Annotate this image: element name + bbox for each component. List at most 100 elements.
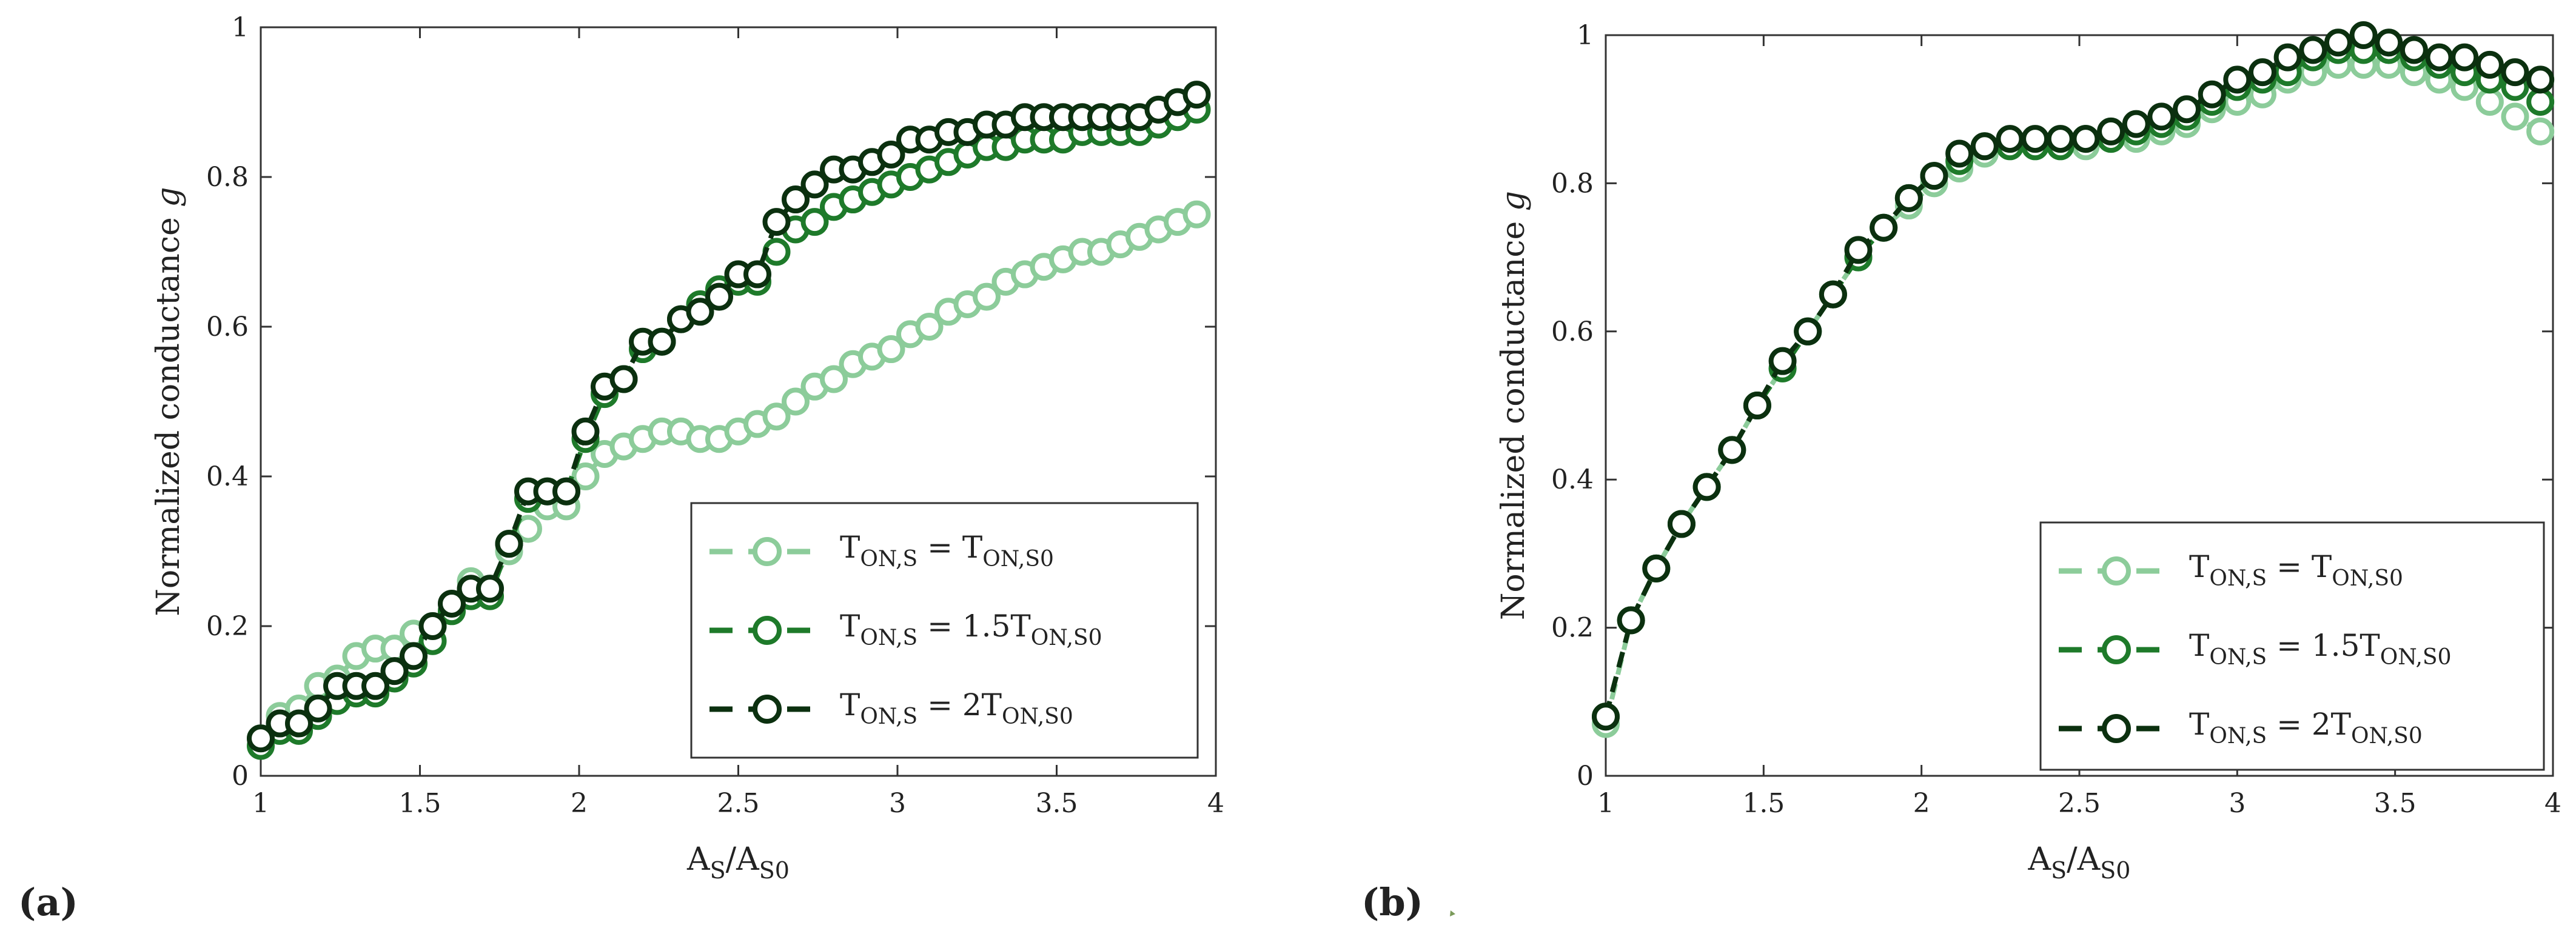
x-tick-label: 3 xyxy=(889,788,906,819)
series-3-point xyxy=(1794,317,1822,345)
legend: TON,S = TON,S0 TON,S = 1.5TON,S0 TON,S = 2… xyxy=(2039,521,2545,771)
series-3-point xyxy=(1945,139,1974,168)
y-tick-label: 0.6 xyxy=(1551,316,1594,347)
x-tick-label: 2 xyxy=(571,788,588,819)
x-tick-label: 1 xyxy=(1597,788,1614,819)
series-3-point xyxy=(609,365,638,393)
series-1-point xyxy=(762,402,791,431)
series-3-point xyxy=(418,612,447,640)
series-1-point xyxy=(2526,117,2555,145)
panel-b: 1 1.5 2 2.5 3 3.5 4 0 0.2 0.4 0.6 0.8 1 AS/AS0 Normali… xyxy=(1361,20,2561,924)
series-3-point xyxy=(2198,80,2226,108)
panel-label: (a) xyxy=(18,880,78,924)
series-3-point xyxy=(380,657,409,686)
series-3-point xyxy=(762,208,791,236)
series-2-point xyxy=(762,238,791,266)
legend-marker xyxy=(753,616,782,645)
legend-entry-1: TON,S = TON,S0 xyxy=(840,530,1054,572)
x-tick-label: 3.5 xyxy=(1036,788,1078,819)
y-tick-label: 0.2 xyxy=(206,611,249,642)
x-tick-label: 1 xyxy=(252,788,269,819)
series-3-point xyxy=(2375,28,2403,57)
series-3-point xyxy=(2223,65,2252,94)
series-1-point xyxy=(2501,102,2529,131)
series-3-point xyxy=(1182,81,1211,109)
series-3-point xyxy=(2046,125,2075,153)
legend-entry-2: TON,S = 1.5TON,S0 xyxy=(840,609,1102,650)
x-tick-label: 4 xyxy=(1207,788,1224,819)
series-3-point xyxy=(552,477,580,506)
x-tick-label: 2.5 xyxy=(2058,788,2101,819)
x-tick-label: 3.5 xyxy=(2374,788,2417,819)
legend-entry-2: TON,S = 1.5TON,S0 xyxy=(2189,628,2451,670)
series-3-point xyxy=(2248,58,2276,87)
series-3-point xyxy=(2122,110,2150,138)
series-3-point xyxy=(1592,702,1620,731)
legend-marker xyxy=(753,695,782,724)
series-3-point xyxy=(2324,28,2352,57)
series-3-point xyxy=(1920,162,1948,190)
series-3-point xyxy=(877,140,905,169)
series-3-point xyxy=(285,709,313,738)
legend: TON,S = TON,S0 TON,S = 1.5TON,S0 TON,S = 2… xyxy=(690,502,1199,759)
series-3-point xyxy=(2021,125,2050,153)
y-axis-label: Normalized conductance g xyxy=(1495,191,1532,620)
series-3-point xyxy=(1642,554,1671,582)
legend-marker xyxy=(2102,635,2131,664)
y-tick-label: 0.4 xyxy=(206,461,249,492)
y-tick-label: 0 xyxy=(232,761,249,792)
legend-entry-1: TON,S = TON,S0 xyxy=(2189,549,2403,591)
series-3-point xyxy=(495,530,523,558)
series-1-point xyxy=(915,313,944,341)
series-3-point xyxy=(1718,436,1746,464)
x-axis-label: AS/AS0 xyxy=(2028,841,2131,884)
series-3-point xyxy=(361,672,389,700)
legend-marker xyxy=(753,537,782,566)
y-tick-label: 0.8 xyxy=(206,162,249,193)
x-tick-label: 1.5 xyxy=(1742,788,1785,819)
series-1-point xyxy=(571,462,600,490)
series-3-point xyxy=(800,170,829,199)
series-3-point xyxy=(648,327,676,356)
series-3-point xyxy=(1819,280,1847,309)
series-1-point xyxy=(782,387,810,416)
series-3-point xyxy=(2097,117,2125,145)
series-3-point xyxy=(2501,58,2529,87)
series-3-point xyxy=(686,298,714,326)
series-3-point xyxy=(1970,132,1999,161)
series-3-point xyxy=(2349,21,2378,49)
series-3-point xyxy=(2475,50,2504,79)
series-3-point xyxy=(571,417,600,445)
series-3-point xyxy=(2173,95,2201,124)
series-3-point xyxy=(2273,43,2302,72)
y-tick-label: 1 xyxy=(232,12,249,43)
series-1-point xyxy=(877,335,905,364)
x-axis-label: AS/AS0 xyxy=(686,841,790,884)
series-3-point xyxy=(743,260,771,289)
series-3-point xyxy=(705,282,733,311)
x-tick-label: 1.5 xyxy=(399,788,441,819)
series-3-point xyxy=(247,724,275,753)
series-1-point xyxy=(820,365,848,393)
series-3-point xyxy=(782,185,810,214)
y-tick-label: 0 xyxy=(1577,761,1594,792)
series-3-point xyxy=(476,575,504,603)
y-axis-label: Normalized conductance g xyxy=(150,187,187,616)
series-3-point xyxy=(1870,213,1898,242)
series-1-point xyxy=(973,282,1001,311)
x-tick-label: 2.5 xyxy=(717,788,760,819)
series-2-point xyxy=(800,208,829,236)
series-3-point xyxy=(400,642,428,670)
x-tick-label: 3 xyxy=(2229,788,2246,819)
series-3-point xyxy=(1743,392,1771,419)
y-tick-label: 0.8 xyxy=(1551,168,1594,199)
series-1-point xyxy=(2475,87,2504,116)
series-3-point xyxy=(1768,347,1797,375)
panel-label: (b) xyxy=(1361,880,1423,924)
series-3-point xyxy=(2425,43,2454,72)
legend-entry-3: TON,S = 2TON,S0 xyxy=(2189,707,2423,749)
y-tick-label: 1 xyxy=(1577,20,1594,51)
legend-entry-3: TON,S = 2TON,S0 xyxy=(840,687,1073,729)
legend-marker xyxy=(2102,556,2131,586)
